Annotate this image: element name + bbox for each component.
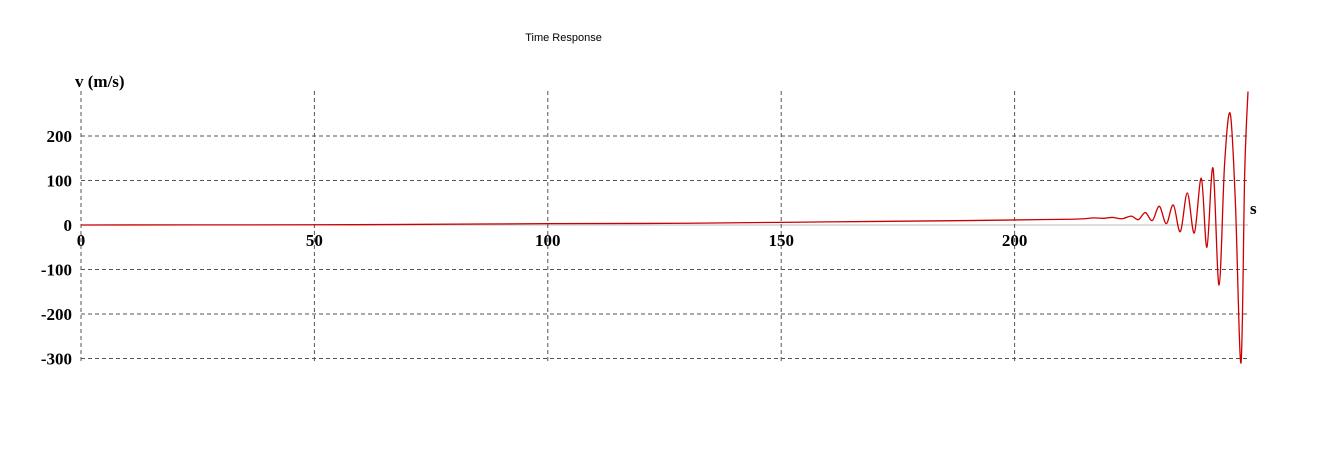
y-tick-labels: 200 100 0 -100 -200 -300 (41, 127, 72, 369)
x-tick-label: 0 (77, 231, 86, 250)
y-tick-label: -200 (41, 305, 72, 324)
x-tick-labels: 0 50 100 150 200 (77, 231, 1028, 250)
x-tick-label: 50 (306, 231, 323, 250)
y-tick-label: 200 (47, 127, 73, 146)
grid-lines (80, 91, 1248, 363)
x-tick-label: 100 (535, 231, 561, 250)
y-tick-label: 0 (64, 216, 73, 235)
y-tick-label: 100 (47, 172, 73, 191)
y-tick-label: -100 (41, 261, 72, 280)
x-axis-label: s (1250, 199, 1257, 218)
x-tick-label: 200 (1002, 231, 1028, 250)
chart-title: Time Response (525, 32, 602, 44)
y-axis-label: v (m/s) (75, 72, 125, 91)
y-tick-label: -300 (41, 350, 72, 369)
x-tick-label: 150 (768, 231, 794, 250)
series-line (80, 91, 1249, 364)
